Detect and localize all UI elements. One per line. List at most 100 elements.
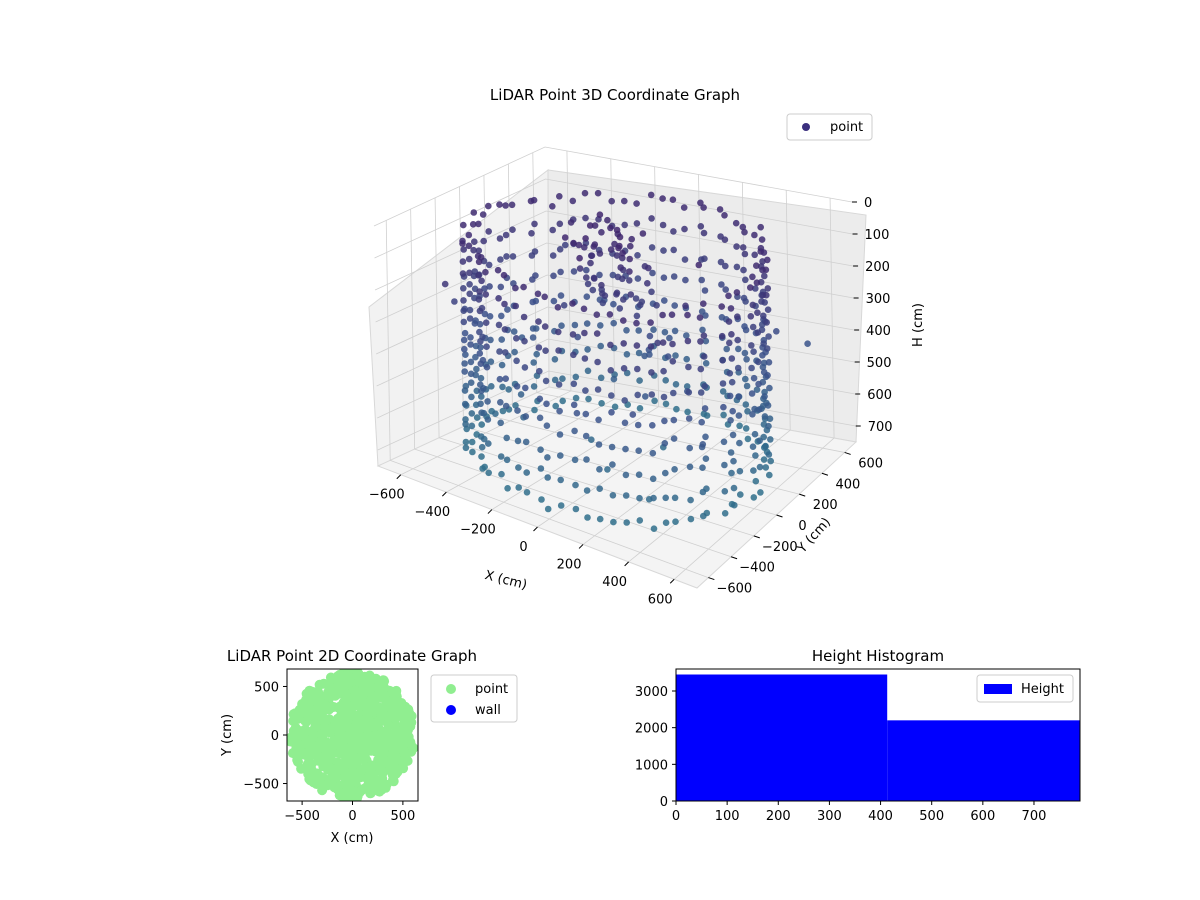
- chart-3d-title: LiDAR Point 3D Coordinate Graph: [490, 86, 740, 104]
- scatter-point-3d: [635, 327, 642, 334]
- scatter-point-3d: [587, 259, 594, 267]
- scatter-point-2d: [360, 783, 371, 794]
- scatter-point-3d: [662, 400, 670, 408]
- scatter-point-3d: [550, 272, 557, 280]
- scatter-point-3d: [672, 381, 680, 388]
- z-tick-label-3d: 600: [867, 388, 892, 403]
- scatter-point-3d: [684, 337, 692, 345]
- scatter-point-3d: [521, 364, 529, 371]
- scatter-point-3d: [502, 202, 509, 209]
- scatter-point-3d: [716, 206, 724, 213]
- scatter-point-3d: [569, 197, 577, 205]
- scatter-point-3d: [702, 360, 710, 367]
- scatter-point-3d: [765, 422, 772, 430]
- scatter-point-3d: [700, 229, 708, 237]
- scatter-point-3d: [529, 325, 537, 332]
- scatter-point-3d: [765, 359, 773, 366]
- scatter-point-3d: [477, 360, 485, 368]
- scatter-point-3d: [670, 435, 678, 442]
- scatter-point-3d: [728, 331, 735, 338]
- z-tick-label-3d: 0: [864, 196, 872, 211]
- scatter-point-3d: [556, 246, 564, 253]
- scatter-point-3d: [623, 351, 631, 358]
- scatter-point-3d: [747, 284, 754, 291]
- scatter-point-3d: [461, 387, 469, 394]
- scatter-point-3d: [533, 350, 540, 358]
- scatter-point-3d: [460, 297, 467, 304]
- legend-2d-marker-point: [446, 684, 456, 694]
- scatter-point-3d: [660, 367, 667, 375]
- scatter-point-3d: [718, 332, 726, 340]
- scatter-point-3d: [635, 447, 642, 455]
- scatter-point-3d: [485, 261, 493, 269]
- scatter-point-3d: [575, 241, 583, 249]
- scatter-point-3d: [570, 351, 577, 359]
- scatter-point-2d: [379, 690, 390, 701]
- legend-histogram: Height: [976, 674, 1074, 703]
- scatter-point-3d: [461, 360, 468, 367]
- scatter-point-3d: [583, 274, 590, 281]
- scatter-point-3d: [633, 342, 641, 349]
- scatter-point-3d: [621, 197, 628, 205]
- scatter-point-3d: [593, 311, 601, 319]
- scatter-point-3d: [628, 235, 635, 243]
- scatter-point-3d: [542, 377, 550, 385]
- scatter-point-3d: [752, 477, 760, 485]
- scatter-point-3d: [610, 319, 617, 327]
- scatter-point-3d: [598, 281, 605, 289]
- scatter-point-3d: [700, 204, 707, 211]
- scatter-point-3d: [504, 485, 511, 492]
- scatter-point-3d: [726, 392, 734, 400]
- y-axis-label-2d: Y (cm): [220, 714, 235, 757]
- scatter-point-2d: [337, 720, 348, 731]
- scatter-point-3d: [500, 271, 508, 279]
- scatter-point-3d: [479, 211, 487, 218]
- y-tick-label-histogram: 1000: [635, 758, 668, 773]
- scatter-point-2d: [378, 749, 389, 759]
- scatter-point-3d: [583, 293, 591, 301]
- scatter-point-3d: [466, 315, 474, 322]
- scatter-point-3d: [476, 288, 483, 295]
- scatter-point-3d: [555, 328, 562, 336]
- scatter-point-3d: [576, 265, 584, 272]
- scatter-point-3d: [610, 518, 617, 526]
- x-tick-label-histogram: 100: [715, 809, 740, 824]
- scatter-point-3d: [660, 393, 668, 401]
- scatter-point-3d: [481, 285, 488, 292]
- scatter-point-3d: [737, 491, 744, 498]
- scatter-point-3d: [748, 390, 756, 397]
- scatter-point-3d: [597, 374, 605, 382]
- z-tick-label-3d: 500: [867, 356, 892, 371]
- scatter-point-2d: [325, 725, 336, 736]
- scatter-point-3d: [485, 202, 492, 210]
- scatter-point-3d: [700, 353, 708, 360]
- scatter-point-3d: [766, 471, 773, 479]
- scatter-point-3d: [520, 313, 528, 321]
- scatter-point-2d: [361, 714, 372, 725]
- scatter-point-3d: [470, 209, 478, 216]
- scatter-point-3d: [571, 321, 579, 329]
- scatter-point-3d: [471, 238, 478, 245]
- scatter-point-3d: [509, 253, 517, 260]
- scatter-point-3d: [504, 306, 511, 313]
- scatter-point-3d: [573, 409, 581, 417]
- chart-2d: LiDAR Point 2D Coordinate Graph −500 0 500…: [220, 647, 518, 846]
- scatter-point-3d: [734, 364, 742, 372]
- scatter-point-3d: [742, 425, 750, 432]
- scatter-point-3d: [503, 456, 511, 464]
- scatter-point-3d: [683, 355, 690, 363]
- scatter-point-2d: [332, 784, 343, 795]
- scatter-point-3d: [750, 467, 757, 474]
- scatter-point-3d: [621, 419, 629, 427]
- scatter-point-3d: [544, 454, 551, 461]
- scatter-point-3d: [543, 400, 550, 408]
- scatter-point-3d: [613, 252, 621, 259]
- scatter-point-3d: [607, 367, 615, 374]
- scatter-point-3d: [717, 258, 725, 266]
- scatter-point-2d: [364, 743, 375, 753]
- scatter-point-3d: [608, 409, 615, 416]
- scatter-point-3d: [467, 341, 474, 348]
- scatter-point-3d: [725, 318, 733, 325]
- scatter-point-3d: [749, 443, 757, 451]
- scatter-point-3d: [764, 402, 772, 409]
